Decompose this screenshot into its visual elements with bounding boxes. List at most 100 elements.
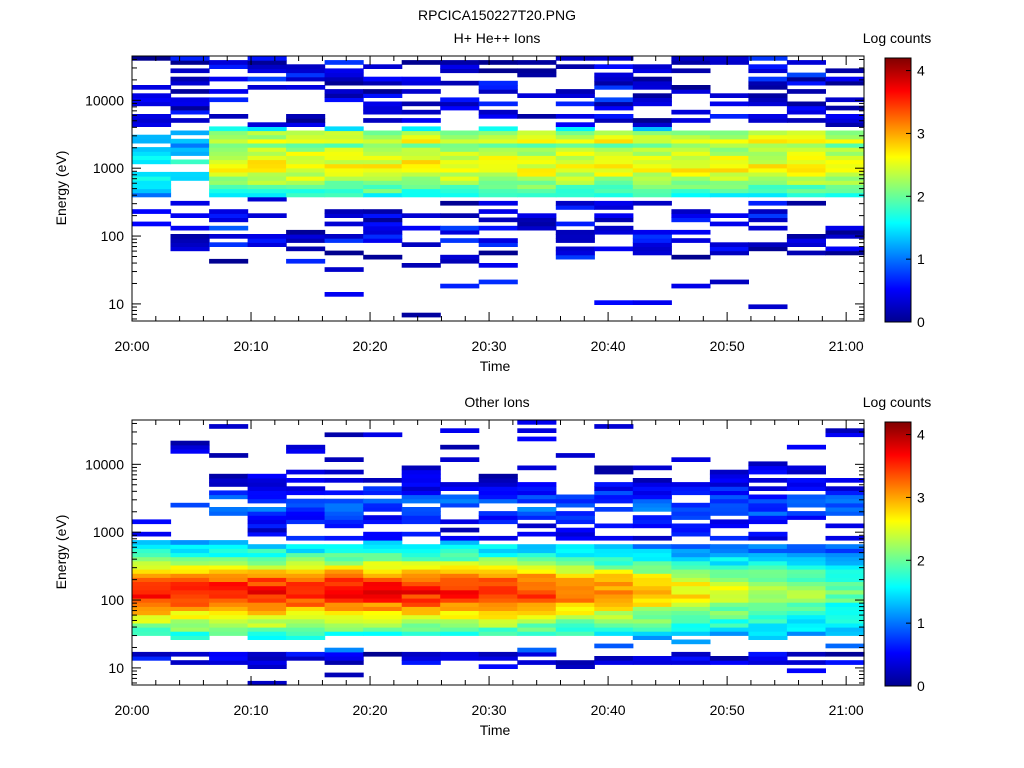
- heatmap-cell: [440, 614, 480, 620]
- heatmap-cell: [132, 552, 172, 558]
- heatmap-cell: [478, 544, 518, 549]
- heatmap-cell: [825, 577, 865, 582]
- heatmap-cell: [825, 618, 865, 624]
- heatmap-cell: [286, 519, 326, 525]
- heatmap-cell: [825, 432, 865, 438]
- heatmap-cell: [286, 593, 326, 599]
- heatmap-cell: [209, 171, 249, 177]
- heatmap-cell: [170, 502, 210, 508]
- heatmap-cell: [170, 440, 210, 446]
- heatmap-cell: [748, 519, 788, 525]
- heatmap-cell: [786, 627, 826, 632]
- heatmap-cell: [440, 64, 480, 69]
- heatmap-cell: [671, 564, 711, 570]
- heatmap-cell: [825, 138, 865, 144]
- heatmap-cell: [440, 97, 480, 103]
- heatmap-cell: [594, 105, 634, 111]
- heatmap-cell: [555, 527, 595, 533]
- heatmap-cell: [709, 279, 749, 285]
- heatmap-cell: [748, 246, 788, 252]
- heatmap-cell: [786, 618, 826, 624]
- heatmap-cell: [363, 564, 403, 570]
- heatmap-cell: [748, 660, 788, 665]
- heatmap-cell: [132, 540, 172, 545]
- heatmap-cell: [517, 511, 557, 516]
- heatmap-cell: [440, 486, 480, 491]
- y-tick-label: 10: [108, 660, 124, 676]
- heatmap-cell: [555, 89, 595, 94]
- heatmap-cell: [748, 577, 788, 582]
- heatmap-cell: [825, 511, 865, 516]
- heatmap-cell: [247, 176, 287, 181]
- heatmap-cell: [247, 610, 287, 616]
- heatmap-cell: [555, 593, 595, 599]
- heatmap-cell: [132, 593, 172, 599]
- heatmap-cell: [555, 544, 595, 549]
- heatmap-cell: [440, 143, 480, 148]
- heatmap-cell: [324, 614, 364, 620]
- heatmap-cell: [440, 502, 480, 508]
- heatmap-cell: [671, 556, 711, 562]
- heatmap-cell: [825, 627, 865, 632]
- heatmap-cell: [324, 544, 364, 549]
- heatmap-cell: [286, 548, 326, 554]
- heatmap-cell: [401, 312, 441, 318]
- heatmap-cell: [247, 188, 287, 194]
- heatmap-cell: [671, 138, 711, 144]
- heatmap-cell: [440, 283, 480, 289]
- heatmap-cell: [594, 593, 634, 599]
- heatmap-cell: [594, 188, 634, 194]
- heatmap-cell: [709, 622, 749, 628]
- heatmap-cell: [671, 627, 711, 632]
- heatmap-cell: [786, 660, 826, 665]
- heatmap-cell: [324, 598, 364, 603]
- heatmap-cell: [825, 151, 865, 156]
- heatmap-cell: [594, 469, 634, 475]
- heatmap-cell: [786, 130, 826, 136]
- heatmap-cell: [440, 585, 480, 591]
- x-tick-label: 20:30: [472, 702, 507, 718]
- heatmap-cell: [671, 618, 711, 624]
- heatmap-cell: [825, 76, 865, 82]
- heatmap-cell: [247, 577, 287, 582]
- heatmap-cell: [478, 560, 518, 566]
- heatmap-cell: [247, 138, 287, 144]
- heatmap-cell: [440, 163, 480, 169]
- heatmap-cell: [247, 213, 287, 218]
- heatmap-cell: [517, 627, 557, 632]
- heatmap-cell: [324, 209, 364, 214]
- heatmap-cell: [632, 155, 672, 161]
- heatmap-cell: [209, 656, 249, 661]
- heatmap-cell: [286, 444, 326, 450]
- heatmap-cell: [555, 93, 595, 98]
- heatmap-cell: [748, 180, 788, 185]
- heatmap-cell: [594, 602, 634, 607]
- heatmap-cell: [247, 122, 287, 127]
- heatmap-cell: [132, 155, 172, 161]
- heatmap-cell: [247, 602, 287, 607]
- heatmap-cell: [594, 184, 634, 190]
- heatmap-cell: [401, 130, 441, 136]
- heatmap-cell: [324, 581, 364, 587]
- heatmap-cell: [825, 498, 865, 504]
- heatmap-cell: [748, 209, 788, 214]
- heatmap-cell: [517, 151, 557, 156]
- heatmap-cell: [594, 64, 634, 69]
- heatmap-cell: [825, 134, 865, 140]
- heatmap-cell: [825, 614, 865, 620]
- heatmap-cell: [671, 502, 711, 508]
- heatmap-cell: [478, 89, 518, 94]
- heatmap-cell: [401, 184, 441, 190]
- heatmap-cell: [247, 680, 287, 686]
- heatmap-cell: [286, 515, 326, 520]
- heatmap-cell: [555, 155, 595, 161]
- x-tick-label: 20:00: [114, 702, 149, 718]
- heatmap-cell: [517, 221, 557, 227]
- heatmap-cell: [517, 60, 557, 65]
- heatmap-cell: [440, 155, 480, 161]
- heatmap-cell: [247, 473, 287, 479]
- heatmap-cell: [786, 184, 826, 190]
- heatmap-cell: [286, 64, 326, 69]
- heatmap-cell: [825, 606, 865, 611]
- heatmap-cell: [748, 614, 788, 620]
